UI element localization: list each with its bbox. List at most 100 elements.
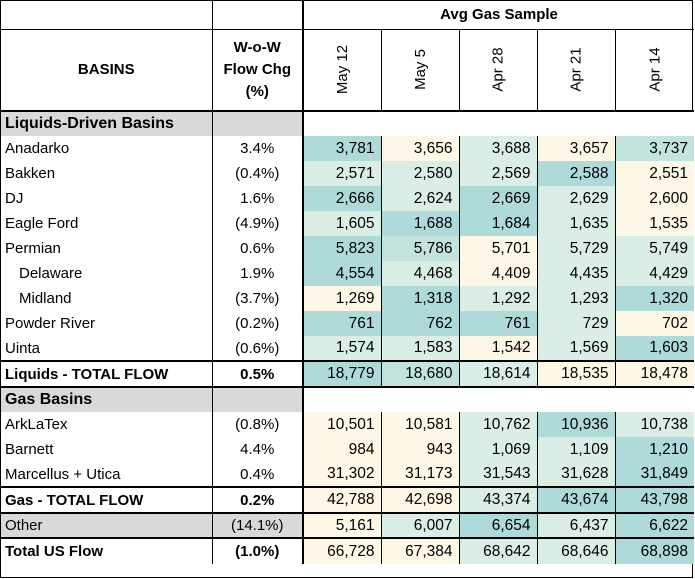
flow-value: 1,635	[536, 211, 615, 236]
basin-name: Uinta	[5, 339, 41, 357]
section-header-gas: Gas Basins	[1, 386, 694, 412]
flow-change: (0.8%)	[211, 412, 303, 437]
flow-value: 10,501	[302, 412, 381, 437]
flow-value: 43,674	[536, 486, 615, 513]
flow-change: (3.7%)	[211, 286, 303, 311]
flow-value: 68,646	[536, 537, 615, 564]
flow-change: 0.4%	[211, 462, 303, 487]
section-blank	[211, 386, 303, 412]
flow-value: 2,588	[536, 161, 615, 186]
basin-name: Delaware	[19, 265, 83, 282]
flow-value: 2,666	[302, 186, 381, 211]
flow-change: (4.9%)	[211, 211, 303, 236]
basin-name: Eagle Ford	[5, 215, 79, 232]
flow-value: 1,318	[380, 286, 459, 311]
section-label: Liquids-Driven Basins	[1, 110, 212, 136]
basin-row: Other (14.1%) 5,161 6,007 6,654 6,437 6,622	[1, 512, 694, 538]
flow-value: 1,583	[380, 336, 459, 361]
header-blank-chg	[211, 1, 303, 29]
flow-change: 1.6%	[211, 186, 303, 211]
flow-value: 31,849	[614, 462, 694, 487]
basin-name: Gas - TOTAL FLOW	[1, 486, 212, 513]
flow-value: 10,936	[536, 412, 615, 437]
flow-value: 5,786	[380, 236, 459, 261]
flow-value: 761	[302, 311, 381, 336]
flow-value: 4,468	[380, 261, 459, 286]
basin-name: Anadarko	[5, 140, 70, 157]
flow-value: 1,569	[536, 336, 615, 361]
header-date: Apr 21	[536, 28, 615, 111]
flow-value: 18,779	[302, 360, 381, 387]
basin-row: Bakken (0.4%) 2,571 2,580 2,569 2,588 2,551	[1, 161, 694, 186]
flow-value: 5,729	[536, 236, 615, 261]
flow-value: 4,429	[614, 261, 694, 286]
header-date: Apr 14	[614, 28, 694, 111]
flow-value: 2,669	[458, 186, 537, 211]
flow-value: 3,656	[380, 136, 459, 161]
section-filler	[302, 386, 694, 412]
flow-value: 1,605	[302, 211, 381, 236]
total-row: Gas - TOTAL FLOW 0.2% 42,788 42,698 43,374 43…	[1, 486, 694, 513]
flow-value: 18,614	[458, 360, 537, 387]
basin-name: Bakken	[5, 165, 56, 182]
flow-value: 943	[380, 437, 459, 462]
basin-name: DJ	[5, 190, 24, 207]
flow-value: 1,574	[302, 336, 381, 361]
flow-value: 729	[536, 311, 615, 336]
flow-value: 68,898	[614, 537, 694, 564]
flow-value: 2,569	[458, 161, 537, 186]
flow-value: 6,654	[458, 512, 537, 538]
flow-value: 4,554	[302, 261, 381, 286]
section-blank	[211, 110, 303, 136]
flow-value: 2,580	[380, 161, 459, 186]
flow-value: 3,657	[536, 136, 615, 161]
flow-value: 4,409	[458, 261, 537, 286]
basin-row: Anadarko 3.4% 3,781 3,656 3,688 3,657 3,737	[1, 136, 694, 161]
flow-value: 42,788	[302, 486, 381, 513]
flow-value: 762	[380, 311, 459, 336]
flow-value: 2,571	[302, 161, 381, 186]
basin-row: Permian 0.6% 5,823 5,786 5,701 5,729 5,749	[1, 236, 694, 261]
flow-value: 984	[302, 437, 381, 462]
basin-row: Eagle Ford (4.9%) 1,605 1,688 1,684 1,635 1,53…	[1, 211, 694, 236]
flow-change: (1.0%)	[211, 537, 303, 564]
flow-value: 3,737	[614, 136, 694, 161]
header-basins: BASINS	[1, 28, 212, 111]
flow-change: (14.1%)	[211, 512, 303, 538]
flow-value: 18,680	[380, 360, 459, 387]
section-label: Gas Basins	[1, 386, 212, 412]
basin-row: Barnett 4.4% 984 943 1,069 1,109 1,210	[1, 437, 694, 462]
flow-change: (0.2%)	[211, 311, 303, 336]
header-date: May 5	[380, 28, 459, 111]
flow-value: 66,728	[302, 537, 381, 564]
flow-value: 31,628	[536, 462, 615, 487]
basin-row: Marcellus + Utica 0.4% 31,302 31,173 31,543 3…	[1, 462, 694, 487]
flow-value: 31,543	[458, 462, 537, 487]
flow-value: 2,629	[536, 186, 615, 211]
basin-name: Marcellus + Utica	[5, 465, 121, 483]
flow-value: 3,688	[458, 136, 537, 161]
flow-value: 2,624	[380, 186, 459, 211]
basin-name: Other	[1, 512, 212, 538]
section-header-liquids: Liquids-Driven Basins	[1, 110, 694, 136]
header-date: May 12	[302, 28, 381, 111]
section-filler	[302, 110, 694, 136]
flow-value: 43,374	[458, 486, 537, 513]
flow-value: 18,478	[614, 360, 694, 387]
basin-name: Powder River	[5, 315, 96, 332]
basin-row: Uinta (0.6%) 1,574 1,583 1,542 1,569 1,603	[1, 336, 694, 361]
flow-value: 761	[458, 311, 537, 336]
header-blank-basin	[1, 1, 212, 29]
flow-change: (0.4%)	[211, 161, 303, 186]
header-group-title: Avg Gas Sample	[302, 1, 694, 29]
flow-value: 6,622	[614, 512, 694, 538]
flow-value: 1,269	[302, 286, 381, 311]
basin-name: Liquids - TOTAL FLOW	[1, 360, 212, 387]
flow-change: (0.6%)	[211, 336, 303, 361]
basin-name: Barnett	[5, 441, 54, 458]
flow-value: 5,701	[458, 236, 537, 261]
basin-row: Midland (3.7%) 1,269 1,318 1,292 1,293 1,320	[1, 286, 694, 311]
flow-value: 67,384	[380, 537, 459, 564]
flow-value: 1,292	[458, 286, 537, 311]
